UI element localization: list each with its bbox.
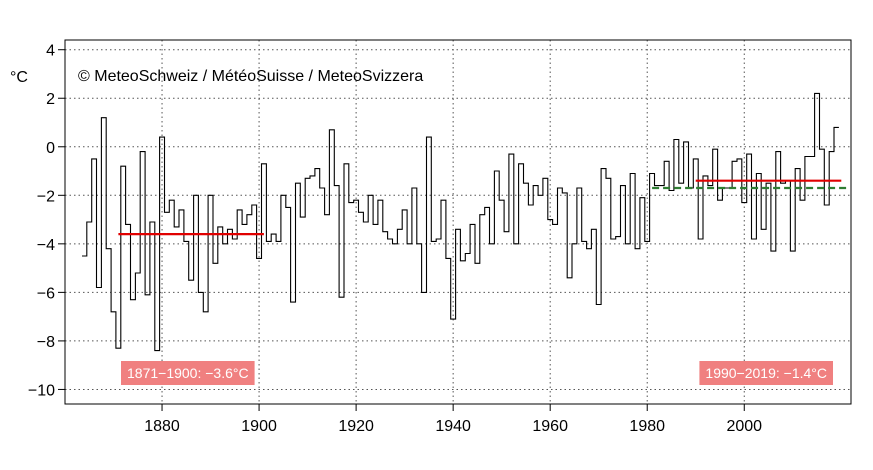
annotation-box: 1871−1900: −3.6°C: [121, 361, 255, 385]
y-axis: 4 2 0 −2 −4 −6 −8 −10: [28, 43, 65, 399]
y-tick-label: −6: [37, 285, 55, 302]
annotation-box: 1990−2019: −1.4°C: [699, 361, 833, 385]
y-tick-label: 2: [46, 91, 55, 108]
annotation-background: [121, 361, 255, 385]
y-tick-label: −8: [37, 334, 55, 351]
y-axis-unit-label: °C: [10, 69, 28, 86]
y-tick-label: −2: [37, 188, 55, 205]
annotation-layer: 1871−1900: −3.6°C 1990−2019: −1.4°C: [121, 361, 833, 385]
annotation-label: 1990−2019: −1.4°C: [705, 365, 827, 381]
annual-temperature-line: [82, 92, 839, 352]
x-tick-label: 1900: [241, 418, 277, 435]
x-tick-label: 1960: [532, 418, 568, 435]
x-tick-label: 1980: [629, 418, 665, 435]
plot-frame: [64, 39, 852, 405]
x-axis: 1880 1900 1920 1940 1960 1980 2000: [144, 404, 762, 435]
x-tick-label: 1940: [435, 418, 471, 435]
annotation-label: 1871−1900: −3.6°C: [127, 365, 249, 381]
grid-lines: [65, 40, 851, 404]
y-tick-label: −4: [37, 237, 55, 254]
annotation-background: [699, 361, 833, 385]
y-tick-label: −10: [28, 382, 55, 399]
x-tick-label: 1920: [338, 418, 374, 435]
y-tick-label: 4: [46, 43, 55, 60]
x-tick-label: 2000: [726, 418, 762, 435]
copyright-notice: © MeteoSchweiz / MétéoSuisse / MeteoSviz…: [78, 68, 423, 85]
y-tick-label: 0: [46, 140, 55, 157]
x-tick-label: 1880: [144, 418, 180, 435]
series-layer: [82, 92, 847, 352]
